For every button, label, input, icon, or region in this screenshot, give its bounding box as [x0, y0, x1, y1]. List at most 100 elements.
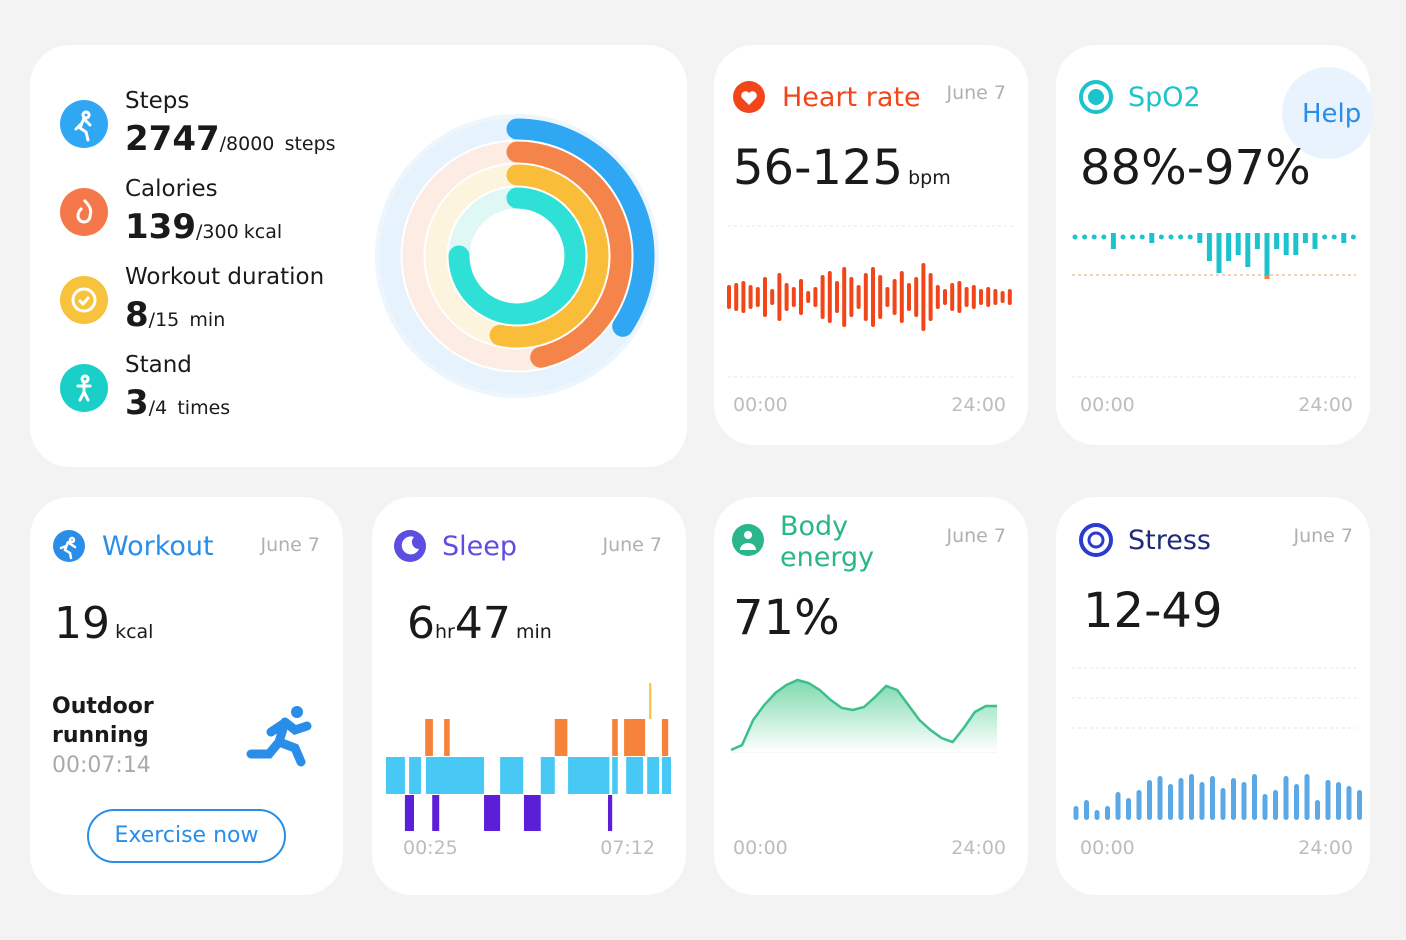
heart-bar: [813, 287, 818, 307]
stress-bar: [1336, 782, 1341, 820]
stress-bar: [1231, 778, 1236, 820]
heart-bar: [755, 287, 760, 307]
spo2-dot: [1158, 234, 1164, 240]
sleep-segment: [607, 795, 613, 831]
duration-goal: /15: [148, 309, 180, 331]
spo2-bar: [1197, 233, 1203, 243]
stress-range: 12-49: [1083, 583, 1223, 639]
sleep-minutes-unit: min: [515, 621, 552, 643]
heart-glyph: [741, 91, 757, 105]
heart-bar: [871, 267, 875, 327]
spo2-bar: [1264, 233, 1270, 279]
ring-progress: [506, 118, 655, 337]
help-button[interactable]: Help: [1302, 99, 1362, 129]
heart-bar: [748, 285, 753, 309]
guide-lines: [728, 225, 1356, 729]
stress-bar: [1157, 776, 1163, 820]
sleep-segment: [444, 719, 450, 756]
workout-value-row: 19 kcal: [54, 602, 153, 646]
heart-bar: [971, 285, 976, 309]
heart-bar: [863, 273, 868, 321]
heart-title: Heart rate: [782, 82, 921, 113]
heart-bar: [763, 277, 767, 317]
workout-card[interactable]: [30, 497, 343, 895]
sleep-segment: [540, 757, 555, 794]
spo2-dot: [1187, 234, 1193, 240]
stand-unit: times: [177, 397, 231, 419]
heart-bar: [784, 283, 789, 311]
spo2-dot: [1120, 234, 1126, 240]
sleep-segment: [661, 719, 669, 756]
ring-progress: [448, 187, 586, 325]
heart-bar: [878, 275, 883, 319]
workout-date: June 7: [260, 534, 320, 556]
stress-bar: [1178, 778, 1184, 820]
spo2-bar: [1206, 233, 1212, 261]
heart-bar: [770, 289, 775, 305]
heart-rate-card[interactable]: [714, 45, 1028, 445]
duration-row: 8/15 min: [125, 298, 225, 332]
steps-label: Steps: [125, 88, 190, 114]
sleep-date: June 7: [602, 534, 662, 556]
body-energy-card[interactable]: [714, 497, 1028, 895]
calories-value: 139: [125, 207, 196, 247]
stress-bar: [1126, 798, 1131, 820]
sleep-segment: [647, 757, 660, 794]
spo2-bar: [1293, 233, 1299, 255]
heart-bar: [791, 287, 796, 307]
spo2-dot: [1082, 234, 1088, 240]
spo2-bar: [1274, 233, 1280, 249]
heart-bar: [892, 279, 897, 315]
sleep-segment: [649, 683, 652, 719]
heart-bar: [979, 289, 983, 305]
heart-bar: [899, 271, 904, 323]
stress-bar: [1304, 774, 1310, 820]
sleep-segment: [432, 795, 440, 831]
heart-bar: [777, 273, 782, 321]
heart-bar: [856, 285, 861, 309]
spo2-dot: [1139, 234, 1145, 240]
exercise-button[interactable]: Exercise now: [87, 809, 286, 863]
heart-bar: [727, 285, 731, 309]
sleep-segment: [404, 795, 415, 831]
heart-range: 56-125: [733, 140, 904, 196]
steps-glyph: [74, 110, 92, 142]
workout-icon: [53, 530, 85, 562]
stress-axis-start: 00:00: [1080, 837, 1135, 859]
spo2-dot: [1350, 234, 1356, 240]
calories-glyph: [76, 198, 93, 224]
energy-icon: [732, 524, 764, 556]
sleep-segment: [409, 757, 422, 794]
stand-glyph: [76, 374, 92, 402]
spo2-bar: [1341, 233, 1347, 243]
stand-row: 3/4 times: [125, 386, 230, 420]
stress-bar: [1168, 784, 1173, 820]
energy-title: Body energy: [780, 511, 875, 573]
calories-goal: /300: [195, 221, 239, 243]
help-bubble[interactable]: [1282, 67, 1374, 159]
stress-axis-end: 24:00: [1298, 837, 1353, 859]
stress-bar: [1241, 782, 1247, 820]
duration-label: Workout duration: [125, 264, 325, 290]
spo2-bar: [1254, 233, 1260, 249]
heart-bar: [928, 273, 933, 321]
heart-value-row: 56-125 bpm: [733, 144, 951, 192]
spo2-bar: [1110, 233, 1116, 249]
heart-bar: [914, 277, 919, 317]
sleep-segment: [386, 757, 405, 794]
heart-bar: [799, 279, 803, 315]
heart-bar: [950, 283, 955, 311]
workout-value: 19: [54, 598, 110, 649]
energy-line: [730, 678, 997, 752]
stress-card[interactable]: [1056, 497, 1370, 895]
heart-bar: [957, 281, 962, 313]
stress-bar: [1210, 776, 1215, 820]
sleep-segment: [626, 757, 643, 794]
workout-glyph: [59, 536, 77, 560]
duration-icon: [60, 276, 108, 324]
spo2-bar: [1216, 233, 1222, 273]
steps-goal: /8000: [219, 133, 275, 155]
calories-icon: [60, 188, 108, 236]
energy-glyph: [740, 531, 756, 550]
calories-unit: kcal: [243, 221, 283, 243]
